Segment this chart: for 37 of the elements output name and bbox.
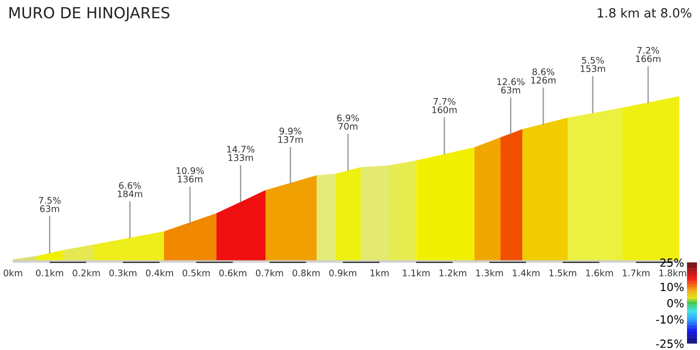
x-tick-label: 1.8km	[659, 269, 686, 276]
x-tick-label: 0.7km	[256, 269, 283, 276]
x-tick-label: 0.2km	[72, 269, 100, 276]
annotation: 8.6% 126m	[531, 68, 556, 84]
annotation: 9.9% 137m	[278, 128, 303, 143]
annotation: 6.9% 70m	[337, 114, 359, 130]
annotation: 10.9% 136m	[176, 167, 204, 182]
color-bar-label: -25%	[656, 340, 684, 348]
x-tick-label: 0.9km	[329, 269, 356, 276]
color-bar-label: 10%	[660, 282, 684, 292]
x-tick-label: 1.2km	[440, 269, 466, 276]
x-tick-label: 1.7km	[622, 269, 650, 276]
annotation: 5.5% 153m	[580, 56, 606, 72]
annotation: 12.6% 63m	[497, 78, 525, 94]
chart-title: MURO DE HINOJARES	[10, 6, 170, 22]
x-tick-label: 1.6km	[586, 269, 613, 276]
x-tick-label: 1.5km	[550, 269, 576, 276]
color-bar-label: -10%	[656, 315, 684, 324]
x-tick-label: 0km	[4, 269, 22, 276]
x-tick-label: 1.3km	[476, 269, 503, 276]
annotation: 7.2% 166m	[636, 46, 660, 62]
x-tick-label: 0.3km	[109, 269, 136, 276]
color-bar-label: 25%	[660, 258, 684, 267]
x-tick-label: 0.1km	[36, 269, 64, 276]
annotation: 7.5% 63m	[38, 196, 61, 212]
x-tick-label: 1km	[370, 269, 389, 276]
x-tick-label: 0.8km	[292, 269, 320, 276]
annotation: 14.7% 133m	[227, 146, 254, 162]
x-tick-label: 1.1km	[402, 269, 430, 276]
x-tick-label: 0.5km	[182, 269, 210, 276]
annotation: 6.6% 184m	[118, 182, 142, 198]
chart-subtitle: 1.8 km at 8.0%	[598, 8, 692, 18]
x-tick-label: 0.4km	[146, 269, 174, 276]
annotation: 7.7% 160m	[432, 98, 457, 114]
x-tick-label: 1.4km	[512, 269, 540, 276]
x-tick-label: 0.6km	[219, 269, 246, 276]
color-bar-label: 0%	[667, 298, 684, 308]
